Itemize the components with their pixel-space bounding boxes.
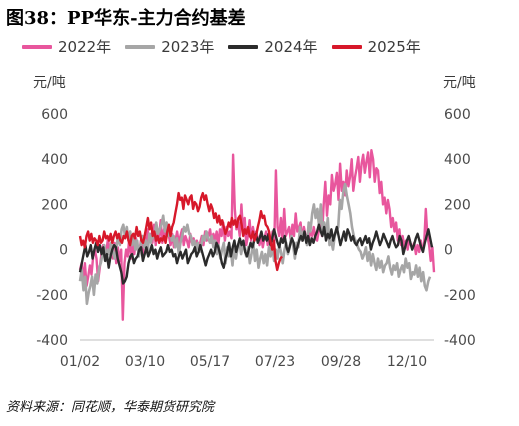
y-tick-label: 400 — [41, 152, 68, 168]
legend-item-2022: 2022年 — [22, 36, 111, 57]
legend-swatch-2022 — [22, 44, 52, 49]
x-tick-label: 05/17 — [190, 354, 230, 370]
series-line-2023年 — [78, 182, 432, 306]
y-tick-label: -400 — [36, 333, 68, 349]
legend-label-2022: 2022年 — [58, 38, 112, 56]
y-tick-label: -200 — [36, 288, 68, 304]
legend-label-2023: 2023年 — [161, 38, 215, 56]
x-tick-label: 01/02 — [60, 354, 100, 370]
legend-swatch-2025 — [331, 44, 362, 49]
left-axis-unit: 元/吨 — [33, 75, 66, 91]
y-right-tick-label: -200 — [444, 288, 476, 304]
x-tick-label: 12/10 — [387, 354, 427, 370]
series-line-2025年 — [78, 191, 283, 272]
y-right-tick-label: 400 — [444, 152, 471, 168]
legend-label-2024: 2024年 — [264, 38, 318, 56]
y-tick-label: 0 — [59, 243, 68, 259]
chart-title: 图38：PP华东-主力合约基差 — [6, 8, 246, 29]
y-right-tick-label: 0 — [444, 243, 453, 259]
y-right-tick-label: 200 — [444, 197, 471, 213]
right-axis-unit: 元/吨 — [443, 75, 476, 91]
x-tick-label: 07/23 — [255, 354, 295, 370]
legend-swatch-2023 — [125, 44, 156, 49]
y-tick-label: 200 — [41, 197, 68, 213]
y-axis-right: 600 400 200 0 -200 -400 — [444, 107, 476, 349]
legend-item-2023: 2023年 — [125, 36, 214, 57]
legend-item-2025: 2025年 — [331, 36, 421, 57]
series-lines — [78, 148, 436, 321]
x-tick-label: 09/28 — [321, 354, 361, 370]
y-axis-left: 600 400 200 0 -200 -400 — [36, 107, 68, 349]
y-right-tick-label: 600 — [444, 107, 471, 123]
x-axis: 01/02 03/10 05/17 07/23 09/28 12/10 — [60, 354, 427, 370]
legend-label-2025: 2025年 — [367, 38, 421, 56]
source-note: 资料来源：同花顺，华泰期货研究院 — [6, 400, 215, 415]
legend-swatch-2024 — [228, 44, 259, 49]
legend: 2022年 2023年 2024年 2025年 — [22, 36, 435, 57]
legend-item-2024: 2024年 — [228, 36, 318, 57]
y-tick-label: 600 — [41, 107, 68, 123]
x-tick-label: 03/10 — [125, 354, 165, 370]
y-right-tick-label: -400 — [444, 333, 476, 349]
